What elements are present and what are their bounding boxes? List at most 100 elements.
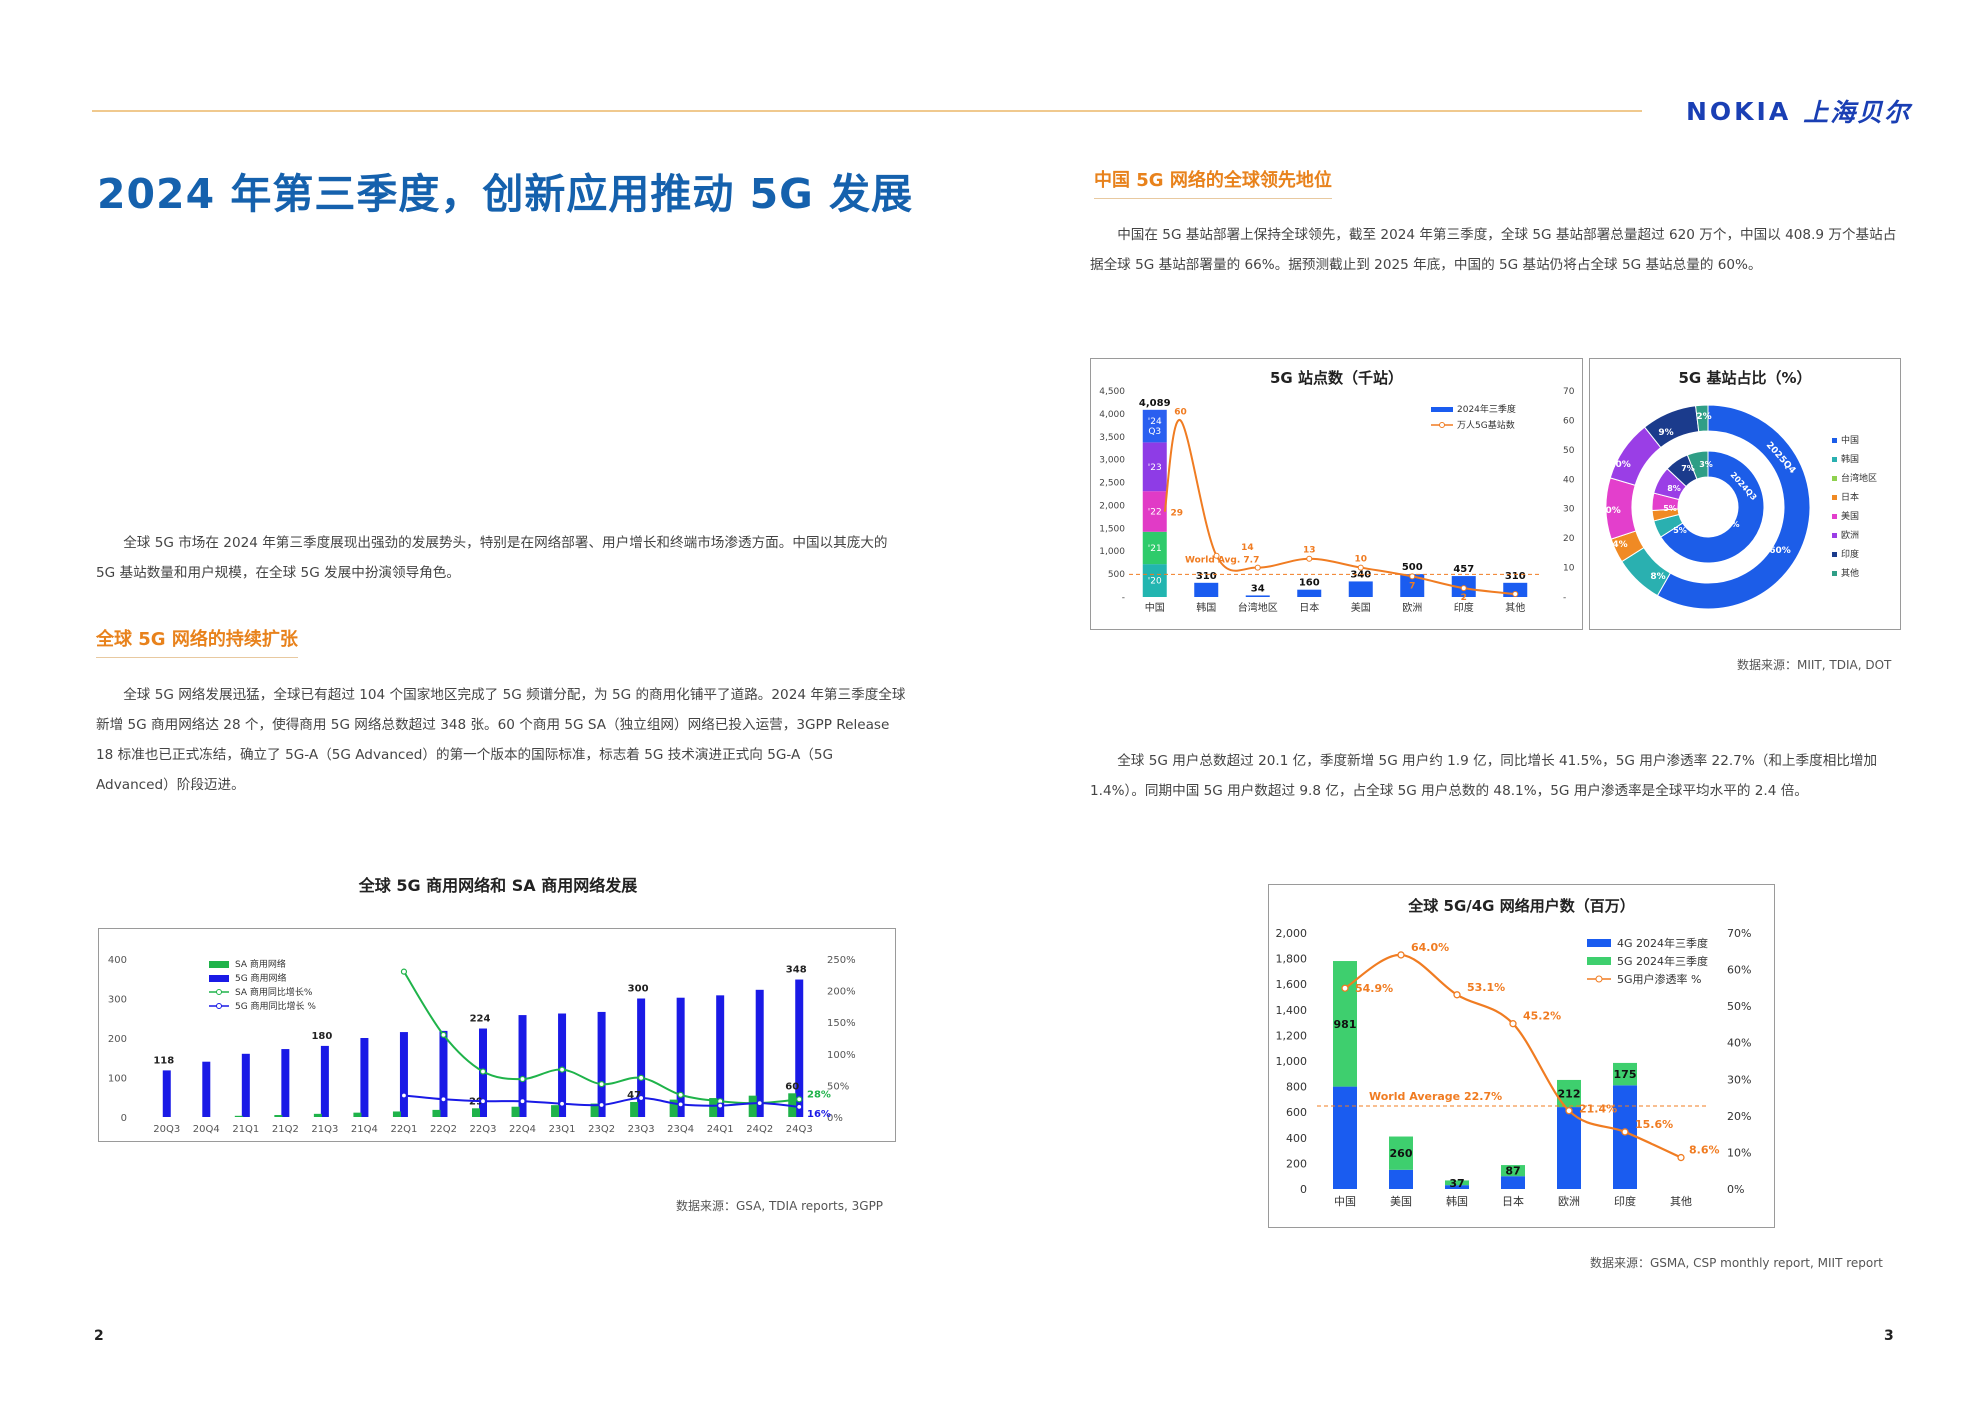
y2-tick-label: 70% bbox=[1727, 927, 1751, 940]
x-tick-label: 23Q3 bbox=[628, 1124, 655, 1135]
5g-network-bar bbox=[558, 1013, 567, 1117]
penetration-label: 54.9% bbox=[1355, 982, 1393, 995]
y2-tick-label: 30% bbox=[1727, 1073, 1751, 1086]
users-paragraph: 全球 5G 用户总数超过 20.1 亿，季度新增 5G 用户约 1.9 亿，同比… bbox=[1090, 746, 1902, 806]
penetration-label: 21.4% bbox=[1579, 1103, 1617, 1116]
growth-point bbox=[717, 1102, 724, 1109]
china-year-label: '22 bbox=[1148, 507, 1162, 517]
bar-value-label: 175 bbox=[1614, 1068, 1637, 1081]
x-tick-label: 印度 bbox=[1454, 601, 1474, 614]
5g-network-bar bbox=[676, 997, 685, 1117]
5g-user-bar bbox=[1613, 1062, 1637, 1086]
4g-user-bar bbox=[1501, 1176, 1525, 1189]
sa-network-bar bbox=[313, 1113, 322, 1117]
x-tick-label: 23Q4 bbox=[667, 1124, 694, 1135]
x-tick-label: 其他 bbox=[1505, 601, 1525, 614]
y2-tick-label: 250% bbox=[827, 955, 856, 966]
5g-network-bar bbox=[241, 1053, 250, 1117]
world-avg-label: World Average 22.7% bbox=[1369, 1090, 1502, 1103]
density-point bbox=[1409, 573, 1416, 580]
outer-share-label: 10% bbox=[1599, 506, 1621, 516]
y2-tick-label: 20% bbox=[1727, 1110, 1751, 1123]
legend-label: 韩国 bbox=[1841, 453, 1859, 465]
networks-chart: 0 100 200 300 400 0% 50% 100% 150% 200% 250% 20Q3 11… bbox=[108, 955, 856, 1135]
growth-point bbox=[519, 1075, 526, 1083]
legend-label: 美国 bbox=[1841, 510, 1859, 522]
sa-network-bar bbox=[551, 1105, 560, 1117]
legend-marker bbox=[216, 1003, 222, 1009]
y2-tick-label: 150% bbox=[827, 1018, 856, 1029]
density-point bbox=[1460, 585, 1467, 592]
share-chart: 2025Q42024Q360%8%4%10%10%9%2%66%5%5%8%7%… bbox=[1599, 404, 1877, 610]
density-point bbox=[1306, 555, 1313, 562]
sa-network-bar bbox=[748, 1095, 757, 1117]
sa-network-bar bbox=[472, 1108, 480, 1117]
y-tick-label: 1,800 bbox=[1276, 953, 1308, 966]
inner-ring-slice bbox=[1686, 450, 1709, 480]
x-tick-label: 21Q1 bbox=[232, 1124, 259, 1135]
density-label: 14 bbox=[1241, 543, 1254, 553]
y-tick-label: 1,200 bbox=[1276, 1029, 1308, 1042]
4g-user-bar bbox=[1613, 1085, 1637, 1189]
density-label: 7 bbox=[1409, 581, 1415, 591]
y2-tick-label: 30 bbox=[1563, 505, 1575, 515]
bar-value-label: 34 bbox=[1251, 583, 1265, 594]
bar-value-label: 180 bbox=[311, 1031, 332, 1042]
penetration-label: 64.0% bbox=[1411, 941, 1449, 954]
china-year-label: '21 bbox=[1148, 544, 1162, 554]
y-tick-label: 100 bbox=[108, 1074, 127, 1085]
station-bar bbox=[1400, 574, 1425, 597]
5g-user-bar bbox=[1445, 1180, 1469, 1186]
penetration-point bbox=[1453, 991, 1461, 999]
share-chart-box: 5G 基站占比（%） 2025Q4 2024Q3 60% 8% 4% 10% 10% 9% 2%… bbox=[1589, 358, 1901, 630]
penetration-label: 45.2% bbox=[1523, 1010, 1561, 1023]
bar-value-label: 348 bbox=[786, 965, 807, 976]
x-tick-label: 22Q2 bbox=[430, 1124, 457, 1135]
5g-network-bar bbox=[755, 989, 764, 1117]
legend-swatch bbox=[1587, 957, 1611, 965]
y-tick-label: - bbox=[1122, 593, 1125, 603]
4g-user-bar bbox=[1389, 1169, 1413, 1189]
y-tick-label: 800 bbox=[1286, 1081, 1307, 1094]
sa-network-bar bbox=[630, 1101, 639, 1117]
x-tick-label: 美国 bbox=[1390, 1195, 1412, 1208]
growth-point bbox=[598, 1101, 605, 1109]
legend-label: 印度 bbox=[1841, 548, 1859, 560]
sa-network-bar bbox=[392, 1111, 401, 1117]
5g-network-bar bbox=[637, 998, 646, 1117]
legend-label: 中国 bbox=[1841, 434, 1859, 446]
5g-network-bar bbox=[281, 1049, 290, 1117]
y2-tick-label: 0% bbox=[1727, 1183, 1744, 1196]
y2-tick-label: 50% bbox=[827, 1081, 849, 1092]
page-number-left: 2 bbox=[94, 1328, 104, 1344]
y-tick-label: 0 bbox=[121, 1113, 127, 1124]
y-tick-label: 4,500 bbox=[1099, 387, 1125, 397]
y-tick-label: 1,500 bbox=[1099, 524, 1125, 534]
density-point bbox=[1357, 564, 1364, 571]
growth-point bbox=[756, 1099, 763, 1107]
legend-label: 日本 bbox=[1841, 491, 1859, 503]
density-label: 13 bbox=[1303, 546, 1316, 556]
penetration-point bbox=[1341, 984, 1349, 992]
intro-paragraph: 全球 5G 市场在 2024 年第三季度展现出强劲的发展势头，特别是在网络部署、… bbox=[96, 528, 906, 588]
station-bar bbox=[1348, 581, 1373, 597]
x-tick-label: 22Q1 bbox=[390, 1124, 417, 1135]
network-text: 全球 5G 网络发展迅猛，全球已有超过 104 个国家地区完成了 5G 频谱分配… bbox=[96, 687, 906, 793]
source-right-1: 数据来源：MIIT, TDIA, DOT bbox=[1737, 658, 1892, 672]
y-tick-label: 400 bbox=[108, 955, 127, 966]
legend-swatch bbox=[1832, 457, 1837, 462]
5g-user-bar bbox=[1501, 1165, 1525, 1177]
china-year-label: '24 bbox=[1148, 417, 1162, 427]
y2-tick-label: 40 bbox=[1563, 475, 1575, 485]
china-year-segment bbox=[1142, 531, 1167, 565]
y-tick-label: 2,000 bbox=[1099, 501, 1125, 511]
y-tick-label: 1,000 bbox=[1276, 1055, 1308, 1068]
chart-title-share: 5G 基站占比（%） bbox=[1678, 369, 1812, 387]
station-bar bbox=[1245, 595, 1270, 597]
growth-point bbox=[479, 1068, 487, 1075]
china-year-segment bbox=[1142, 564, 1167, 597]
page-number-right: 3 bbox=[1884, 1328, 1894, 1344]
outer-share-label: 4% bbox=[1612, 540, 1627, 550]
growth-point bbox=[400, 1092, 408, 1099]
bar-value-label: 212 bbox=[1558, 1088, 1581, 1101]
